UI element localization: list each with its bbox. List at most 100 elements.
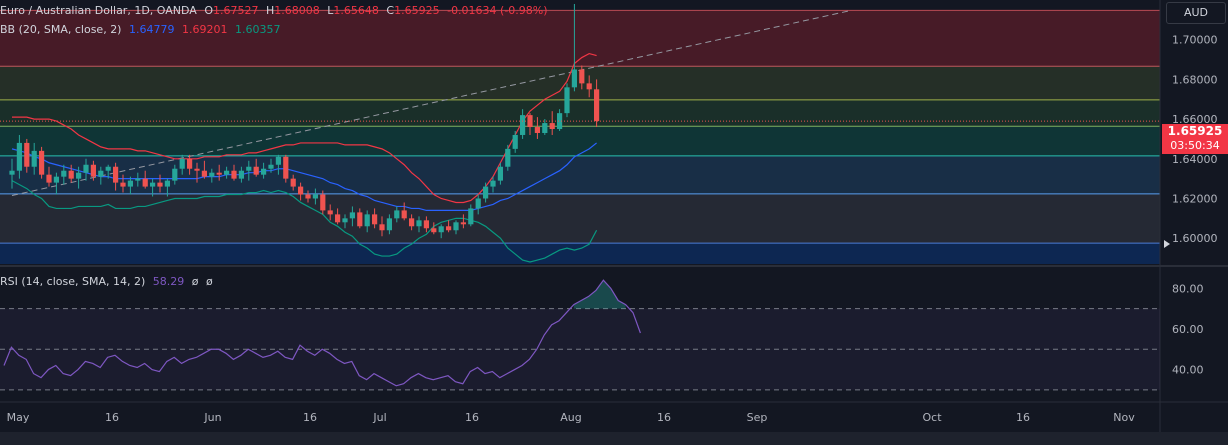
candle-body — [512, 134, 518, 149]
current-price-tag: 1.65925 03:50:34 — [1162, 124, 1228, 154]
candle-body — [327, 210, 333, 215]
candle-body — [105, 166, 111, 171]
candle-body — [372, 214, 378, 225]
current-price-label: 1.65925 — [1167, 124, 1223, 138]
symbol-legend[interactable]: Euro / Australian Dollar, 1D, OANDA O1.6… — [0, 4, 552, 17]
time-tick-label: 16 — [657, 411, 671, 424]
open-value: 1.67527 — [212, 4, 259, 17]
candle-body — [490, 180, 496, 187]
rsi-label: RSI (14, close, SMA, 14, 2) — [0, 275, 146, 288]
candle-body — [290, 178, 296, 187]
price-tick-label: 1.70000 — [1172, 34, 1218, 47]
high-value: 1.68008 — [274, 4, 320, 17]
candle-body — [416, 220, 422, 227]
candle-body — [364, 214, 370, 227]
candle-body — [520, 115, 526, 135]
candle-body — [342, 218, 348, 223]
price-tick-label: 1.68000 — [1172, 73, 1218, 86]
level-zone — [0, 99, 1160, 127]
level-zone — [0, 193, 1160, 244]
candle-body — [268, 164, 274, 169]
candle-body — [231, 170, 237, 179]
price-tick-label: 1.62000 — [1172, 192, 1218, 205]
candle-body — [283, 156, 289, 179]
candle-body — [594, 89, 600, 122]
time-tick-label: Nov — [1113, 411, 1135, 424]
open-label: O — [204, 4, 213, 17]
candle-body — [135, 178, 141, 181]
candle-body — [90, 164, 96, 177]
candle-body — [312, 194, 318, 199]
candle-body — [579, 69, 585, 84]
candle-body — [238, 170, 244, 179]
rsi-overbought-fill — [573, 280, 626, 309]
bb-label: BB (20, SMA, close, 2) — [0, 23, 122, 36]
candle-body — [68, 170, 74, 179]
level-zone — [0, 126, 1160, 156]
candle-body — [16, 142, 22, 171]
level-zone — [0, 155, 1160, 194]
rsi-legend[interactable]: RSI (14, close, SMA, 14, 2) 58.29 ø ø — [0, 275, 217, 288]
bb-legend[interactable]: BB (20, SMA, close, 2) 1.64779 1.69201 1… — [0, 23, 284, 36]
rsi-extra-1: ø — [191, 275, 199, 288]
rsi-extra-2: ø — [205, 275, 213, 288]
candle-body — [150, 182, 156, 187]
currency-label[interactable]: AUD — [1166, 2, 1226, 24]
candle-body — [497, 166, 503, 181]
candle-body — [379, 224, 385, 231]
candle-body — [305, 194, 311, 199]
time-tick-label: May — [7, 411, 30, 424]
price-axis-bg — [1160, 0, 1228, 445]
candle-body — [76, 172, 82, 179]
close-label: C — [386, 4, 395, 17]
candle-body — [209, 172, 215, 177]
candle-body — [201, 170, 207, 177]
candle-body — [549, 123, 555, 130]
candle-body — [505, 148, 511, 167]
candle-body — [453, 222, 459, 231]
rsi-line — [3, 279, 641, 387]
candle-body — [253, 166, 259, 175]
rsi-tick-label: 60.00 — [1172, 323, 1204, 336]
candle-body — [98, 170, 104, 177]
change-value: -0.01634 (-0.98%) — [447, 4, 548, 17]
time-tick-label: 16 — [303, 411, 317, 424]
bb-upper-value: 1.69201 — [181, 23, 228, 36]
time-tick-label: 16 — [105, 411, 119, 424]
candle-body — [275, 156, 281, 165]
candle-body — [164, 180, 170, 187]
close-value: 1.65925 — [394, 4, 440, 17]
candle-body — [527, 115, 533, 128]
candle-body — [564, 87, 570, 114]
candle-body — [446, 226, 452, 231]
countdown-label: 03:50:34 — [1170, 139, 1220, 152]
candle-body — [298, 186, 304, 195]
candle-body — [142, 178, 148, 187]
candle-body — [483, 186, 489, 199]
time-tick-label: Oct — [922, 411, 942, 424]
candle-body — [320, 194, 326, 211]
candle-body — [127, 180, 133, 187]
candle-body — [386, 218, 392, 231]
bb-basis-line — [11, 142, 597, 212]
price-tick-label: 1.64000 — [1172, 153, 1218, 166]
bb-lower-value: 1.60357 — [234, 23, 281, 36]
trendline[interactable] — [11, 9, 852, 197]
candle-body — [468, 208, 474, 225]
bottom-toolbar[interactable] — [0, 432, 1228, 445]
candle-body — [53, 176, 59, 183]
bb-basis-value: 1.64779 — [128, 23, 175, 36]
bb-upper-line — [12, 52, 597, 204]
candle-body — [409, 218, 415, 227]
candle-body — [460, 222, 466, 225]
time-tick-label: Aug — [560, 411, 581, 424]
high-label: H — [265, 4, 275, 17]
candle-body — [431, 228, 437, 233]
candle-body — [9, 170, 15, 175]
candle-body — [46, 174, 52, 183]
candle-body — [246, 166, 252, 171]
time-tick-label: Sep — [747, 411, 768, 424]
time-tick-label: 16 — [465, 411, 479, 424]
